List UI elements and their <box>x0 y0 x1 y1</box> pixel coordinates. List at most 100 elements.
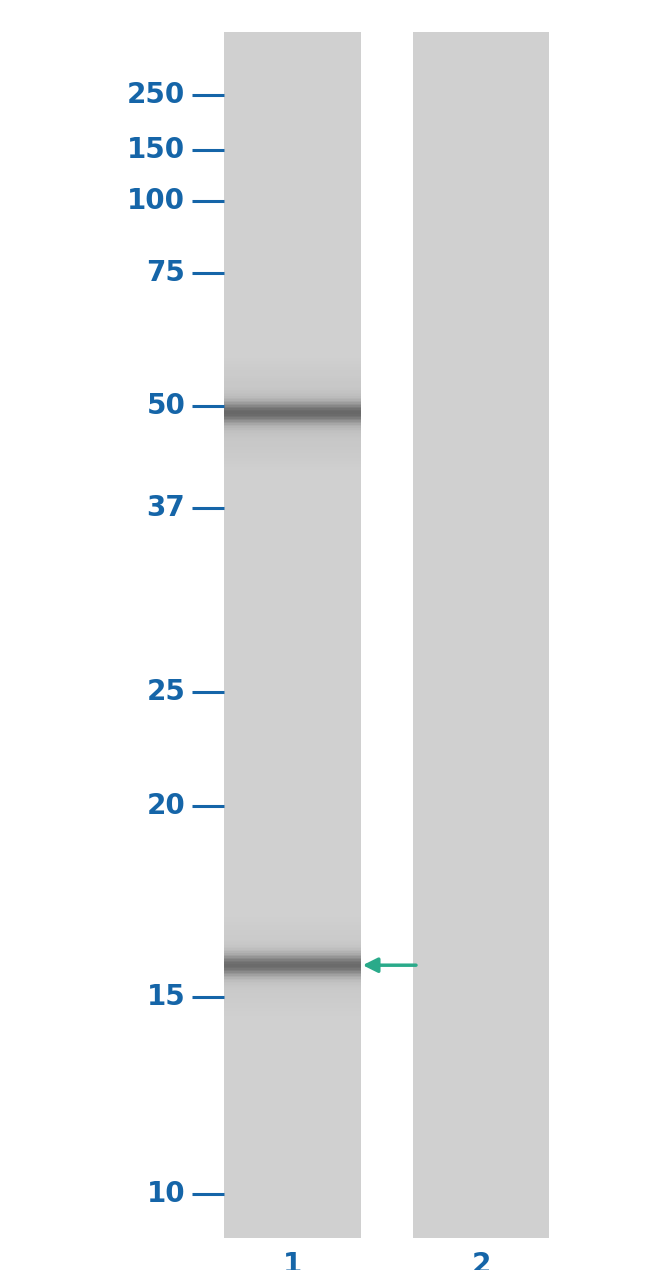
Bar <box>224 956 361 958</box>
Bar <box>224 1003 361 1006</box>
Bar <box>224 401 361 404</box>
Bar <box>224 983 361 986</box>
Bar <box>224 996 361 998</box>
Bar <box>224 949 361 950</box>
Bar <box>224 1011 361 1013</box>
Bar <box>224 972 361 973</box>
Bar <box>224 987 361 988</box>
Bar <box>224 433 361 436</box>
Bar <box>224 415 361 418</box>
Bar <box>224 963 361 964</box>
Bar <box>224 958 361 959</box>
Bar <box>224 945 361 947</box>
Bar <box>224 384 361 387</box>
Bar <box>224 444 361 447</box>
Bar <box>224 914 361 917</box>
Bar <box>224 960 361 963</box>
Bar <box>224 423 361 425</box>
Text: 250: 250 <box>127 81 185 109</box>
Bar <box>224 458 361 461</box>
Bar <box>224 988 361 989</box>
Text: 15: 15 <box>146 983 185 1011</box>
Bar <box>224 415 361 419</box>
Bar <box>224 367 361 370</box>
Bar <box>224 387 361 390</box>
Bar <box>224 973 361 974</box>
Bar <box>224 399 361 400</box>
Bar <box>224 945 361 947</box>
Bar <box>224 980 361 983</box>
Bar <box>224 456 361 458</box>
Bar <box>224 424 361 427</box>
Bar <box>224 431 361 433</box>
Bar <box>224 988 361 991</box>
Bar <box>224 464 361 467</box>
Bar <box>224 940 361 942</box>
Bar <box>224 970 361 972</box>
Bar <box>224 411 361 413</box>
Bar <box>224 364 361 367</box>
Bar <box>224 941 361 942</box>
Bar <box>224 398 361 399</box>
Bar <box>413 32 549 1238</box>
Bar <box>224 404 361 406</box>
Bar <box>224 404 361 405</box>
Bar <box>224 974 361 975</box>
Bar <box>224 968 361 970</box>
Bar <box>224 413 361 414</box>
Bar <box>224 420 361 422</box>
Text: 1: 1 <box>283 1251 302 1270</box>
Bar <box>224 381 361 384</box>
Bar <box>224 428 361 429</box>
Bar <box>224 1008 361 1011</box>
Bar <box>224 963 361 965</box>
Bar <box>224 930 361 932</box>
Bar <box>224 937 361 940</box>
Bar <box>224 447 361 450</box>
Bar <box>224 370 361 373</box>
Bar <box>224 390 361 392</box>
Text: 100: 100 <box>127 187 185 215</box>
Bar <box>224 986 361 988</box>
Bar <box>224 950 361 951</box>
Bar <box>224 461 361 465</box>
Bar <box>224 392 361 395</box>
Bar <box>224 965 361 968</box>
Bar <box>224 408 361 410</box>
Bar <box>224 975 361 978</box>
Bar <box>224 436 361 437</box>
Bar <box>224 373 361 376</box>
Bar <box>224 392 361 396</box>
Bar <box>224 413 361 415</box>
Bar <box>224 950 361 952</box>
Bar <box>224 391 361 392</box>
Bar <box>224 453 361 456</box>
Bar <box>224 410 361 411</box>
Text: 37: 37 <box>146 494 185 522</box>
Bar <box>224 993 361 996</box>
Bar <box>224 991 361 993</box>
Bar <box>224 429 361 431</box>
Bar <box>224 935 361 937</box>
Bar <box>224 429 361 433</box>
Bar <box>224 973 361 975</box>
Bar <box>224 419 361 422</box>
Text: 75: 75 <box>146 259 185 287</box>
Bar <box>224 438 361 442</box>
Bar <box>224 396 361 398</box>
Bar <box>224 979 361 980</box>
Bar <box>224 982 361 983</box>
Bar <box>224 433 361 434</box>
Bar <box>224 406 361 408</box>
Bar <box>224 1013 361 1016</box>
Bar <box>224 403 361 404</box>
Bar <box>224 427 361 428</box>
Bar <box>224 978 361 979</box>
Bar <box>224 917 361 919</box>
Bar <box>224 927 361 930</box>
Text: 10: 10 <box>147 1180 185 1208</box>
Bar <box>224 960 361 963</box>
Bar <box>224 965 361 966</box>
Bar <box>224 418 361 419</box>
Bar <box>224 975 361 978</box>
